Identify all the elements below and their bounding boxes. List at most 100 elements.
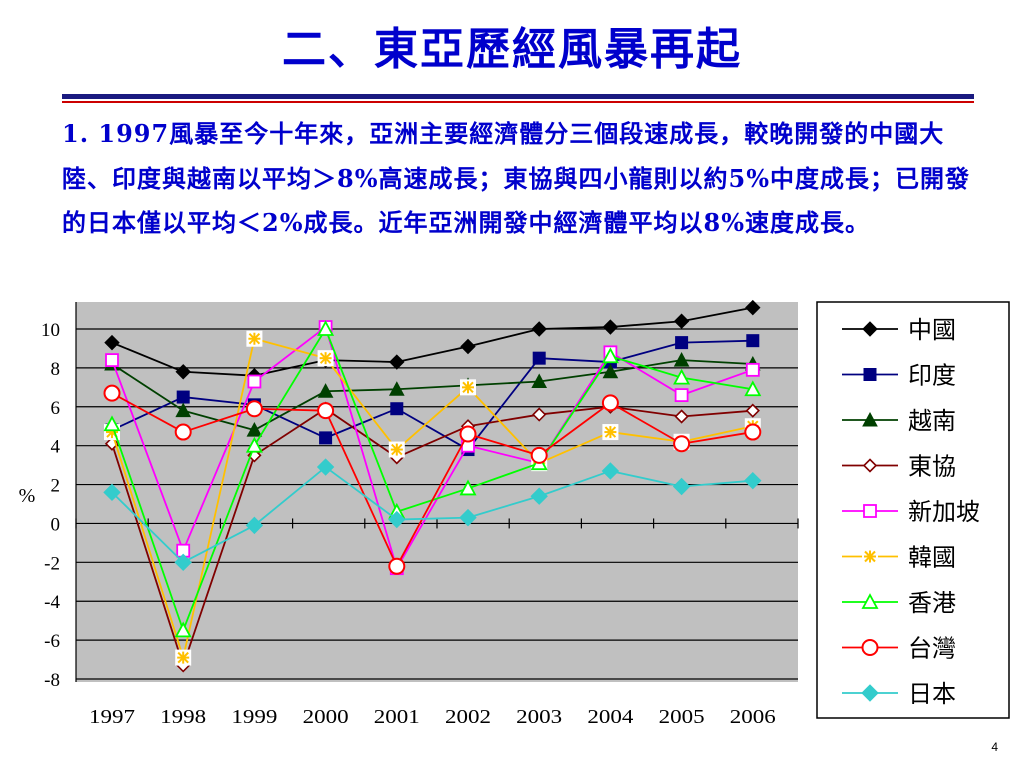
data-point — [175, 649, 192, 666]
x-tick-label: 2005 — [659, 706, 705, 728]
y-tick-label: 4 — [51, 437, 61, 458]
data-point — [247, 374, 262, 389]
y-tick-label: 8 — [51, 359, 61, 380]
data-point — [673, 368, 691, 385]
y-tick-label: -2 — [44, 553, 60, 574]
data-point — [388, 381, 405, 396]
x-tick-label: 2002 — [445, 706, 491, 728]
legend-label: 印度 — [908, 362, 956, 390]
x-tick-label: 1999 — [231, 706, 277, 728]
data-point — [673, 313, 690, 329]
legend-label: 香港 — [908, 589, 956, 617]
title-divider-thin — [62, 101, 974, 103]
legend-marker — [863, 504, 877, 518]
legend-item: 中國 — [842, 316, 956, 344]
data-point — [319, 431, 333, 445]
marker-stroke — [391, 443, 403, 456]
legend-box — [816, 301, 1010, 719]
x-tick-label: 1998 — [160, 706, 206, 728]
legend-label: 越南 — [908, 407, 956, 435]
data-point — [745, 299, 761, 316]
data-point — [459, 479, 477, 496]
data-point — [246, 422, 263, 437]
data-point — [744, 380, 762, 397]
data-point — [602, 424, 619, 441]
data-point — [104, 334, 120, 351]
data-point — [459, 425, 477, 443]
legend-item: 韓國 — [842, 544, 956, 572]
data-point — [602, 363, 619, 379]
data-point — [245, 400, 263, 418]
data-point — [746, 334, 760, 348]
data-point — [103, 483, 121, 502]
legend-item: 越南 — [842, 407, 956, 435]
data-point — [744, 471, 762, 490]
legend-item: 台灣 — [842, 635, 956, 663]
data-point — [460, 379, 476, 396]
data-point — [390, 402, 404, 416]
y-tick-label: 10 — [41, 320, 60, 341]
data-point — [246, 330, 263, 347]
y-tick-label: -6 — [44, 631, 60, 652]
marker-stroke — [864, 550, 876, 563]
data-point — [460, 338, 476, 355]
legend-marker — [861, 593, 879, 609]
legend-item: 香港 — [842, 589, 956, 617]
series-line — [111, 339, 753, 451]
data-point — [530, 487, 548, 505]
y-tick-label: 0 — [51, 514, 61, 535]
legend-label: 東協 — [908, 453, 956, 481]
x-tick-label: 2003 — [516, 706, 562, 728]
y-tick-label: -4 — [44, 592, 60, 613]
legend-marker — [862, 548, 878, 565]
data-point — [744, 423, 762, 441]
data-point — [531, 321, 547, 337]
legend-label: 韓國 — [908, 544, 956, 572]
legend-label: 新加坡 — [908, 498, 980, 526]
marker-stroke — [462, 381, 474, 394]
data-point — [388, 510, 406, 529]
data-point — [245, 516, 264, 535]
data-point — [317, 350, 334, 367]
legend-marker — [862, 411, 878, 427]
data-point — [674, 388, 689, 403]
legend-item: 印度 — [842, 362, 956, 390]
data-point — [389, 354, 405, 370]
series-line — [111, 326, 754, 570]
title-divider-thick — [62, 94, 974, 99]
legend-item: 日本 — [842, 680, 956, 708]
data-point — [601, 462, 620, 480]
x-tick-label: 1997 — [89, 706, 135, 728]
data-point — [459, 508, 477, 527]
legend-label: 台灣 — [908, 635, 956, 663]
data-point — [175, 402, 192, 418]
chart-series — [103, 299, 762, 673]
slide-title: 二、東亞歷經風暴再起 — [282, 24, 742, 75]
y-axis-title: % — [19, 485, 36, 507]
page-number: 4 — [991, 740, 998, 754]
legend-item: 東協 — [842, 453, 956, 481]
data-point — [601, 394, 619, 412]
x-tick-label: 2000 — [303, 706, 349, 728]
chart-axes: 10 8 6 4 2 0 -2 -4 -6 -8 1997 1998 1999 2000 2001 2002 2… — [19, 302, 799, 728]
data-point — [602, 319, 619, 335]
data-point — [176, 390, 190, 404]
data-point — [175, 364, 191, 380]
data-point — [105, 353, 119, 368]
data-point — [531, 373, 548, 388]
x-tick-label: 2006 — [730, 706, 776, 728]
data-point — [673, 352, 690, 367]
data-point — [388, 557, 406, 575]
series-7 — [103, 384, 762, 575]
data-point — [530, 446, 548, 464]
data-point — [103, 415, 121, 432]
data-point — [674, 409, 689, 424]
legend-label: 中國 — [908, 316, 956, 344]
x-tick-label: 2004 — [587, 706, 633, 728]
legend-item: 新加坡 — [842, 498, 980, 526]
legend-marker — [861, 684, 879, 702]
y-tick-label: 6 — [51, 398, 61, 419]
legend-marker — [861, 639, 879, 656]
legend-marker — [863, 368, 877, 381]
